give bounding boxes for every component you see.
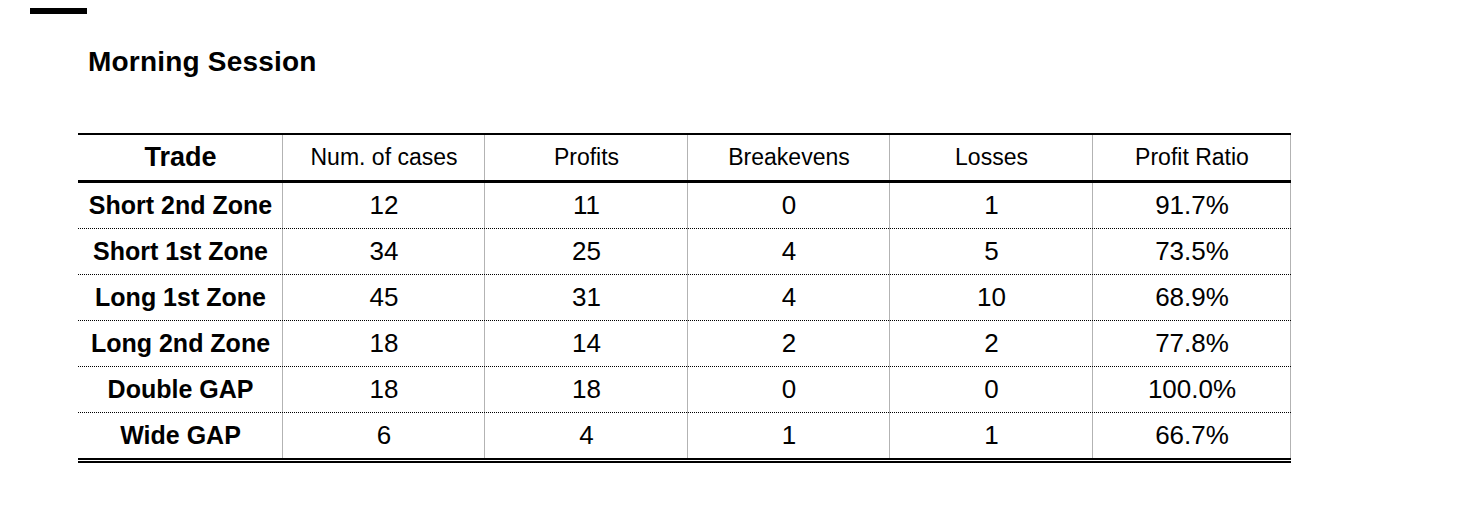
- cell-num-of-cases: 12: [283, 183, 485, 228]
- table-row-short-2nd-zone: Short 2nd Zone 12 11 0 1 91.7%: [78, 183, 1291, 229]
- cell-losses: 1: [890, 183, 1093, 228]
- cell-breakevens: 1: [688, 413, 890, 458]
- screenshot-artifact-dash: [30, 8, 87, 14]
- row-label: Short 1st Zone: [78, 229, 283, 274]
- cell-num-of-cases: 45: [283, 275, 485, 320]
- cell-num-of-cases: 18: [283, 367, 485, 412]
- cell-losses: 5: [890, 229, 1093, 274]
- cell-losses: 10: [890, 275, 1093, 320]
- row-label: Long 1st Zone: [78, 275, 283, 320]
- morning-session-table: Trade Num. of cases Profits Breakevens L…: [78, 133, 1291, 463]
- header-cell-num-of-cases: Num. of cases: [283, 135, 485, 180]
- cell-breakevens: 2: [688, 321, 890, 366]
- cell-profit-ratio: 73.5%: [1093, 229, 1291, 274]
- header-cell-profit-ratio: Profit Ratio: [1093, 135, 1291, 180]
- cell-losses: 0: [890, 367, 1093, 412]
- cell-profit-ratio: 66.7%: [1093, 413, 1291, 458]
- row-label: Short 2nd Zone: [78, 183, 283, 228]
- row-label: Wide GAP: [78, 413, 283, 458]
- cell-num-of-cases: 18: [283, 321, 485, 366]
- cell-profit-ratio: 77.8%: [1093, 321, 1291, 366]
- cell-losses: 2: [890, 321, 1093, 366]
- cell-profits: 4: [485, 413, 688, 458]
- cell-profit-ratio: 68.9%: [1093, 275, 1291, 320]
- table-row-short-1st-zone: Short 1st Zone 34 25 4 5 73.5%: [78, 229, 1291, 275]
- cell-num-of-cases: 6: [283, 413, 485, 458]
- table-row-long-2nd-zone: Long 2nd Zone 18 14 2 2 77.8%: [78, 321, 1291, 367]
- cell-profits: 11: [485, 183, 688, 228]
- cell-breakevens: 4: [688, 229, 890, 274]
- header-cell-trade: Trade: [78, 135, 283, 180]
- cell-breakevens: 0: [688, 183, 890, 228]
- header-cell-losses: Losses: [890, 135, 1093, 180]
- table-row-long-1st-zone: Long 1st Zone 45 31 4 10 68.9%: [78, 275, 1291, 321]
- table-header-row: Trade Num. of cases Profits Breakevens L…: [78, 135, 1291, 183]
- row-label: Long 2nd Zone: [78, 321, 283, 366]
- cell-breakevens: 4: [688, 275, 890, 320]
- table-row-wide-gap: Wide GAP 6 4 1 1 66.7%: [78, 413, 1291, 458]
- table-row-double-gap: Double GAP 18 18 0 0 100.0%: [78, 367, 1291, 413]
- cell-profit-ratio: 100.0%: [1093, 367, 1291, 412]
- header-cell-profits: Profits: [485, 135, 688, 180]
- row-label: Double GAP: [78, 367, 283, 412]
- cell-profits: 14: [485, 321, 688, 366]
- cell-losses: 1: [890, 413, 1093, 458]
- cell-profits: 25: [485, 229, 688, 274]
- cell-num-of-cases: 34: [283, 229, 485, 274]
- cell-profit-ratio: 91.7%: [1093, 183, 1291, 228]
- cell-breakevens: 0: [688, 367, 890, 412]
- header-cell-breakevens: Breakevens: [688, 135, 890, 180]
- cell-profits: 31: [485, 275, 688, 320]
- cell-profits: 18: [485, 367, 688, 412]
- page-title: Morning Session: [88, 46, 317, 78]
